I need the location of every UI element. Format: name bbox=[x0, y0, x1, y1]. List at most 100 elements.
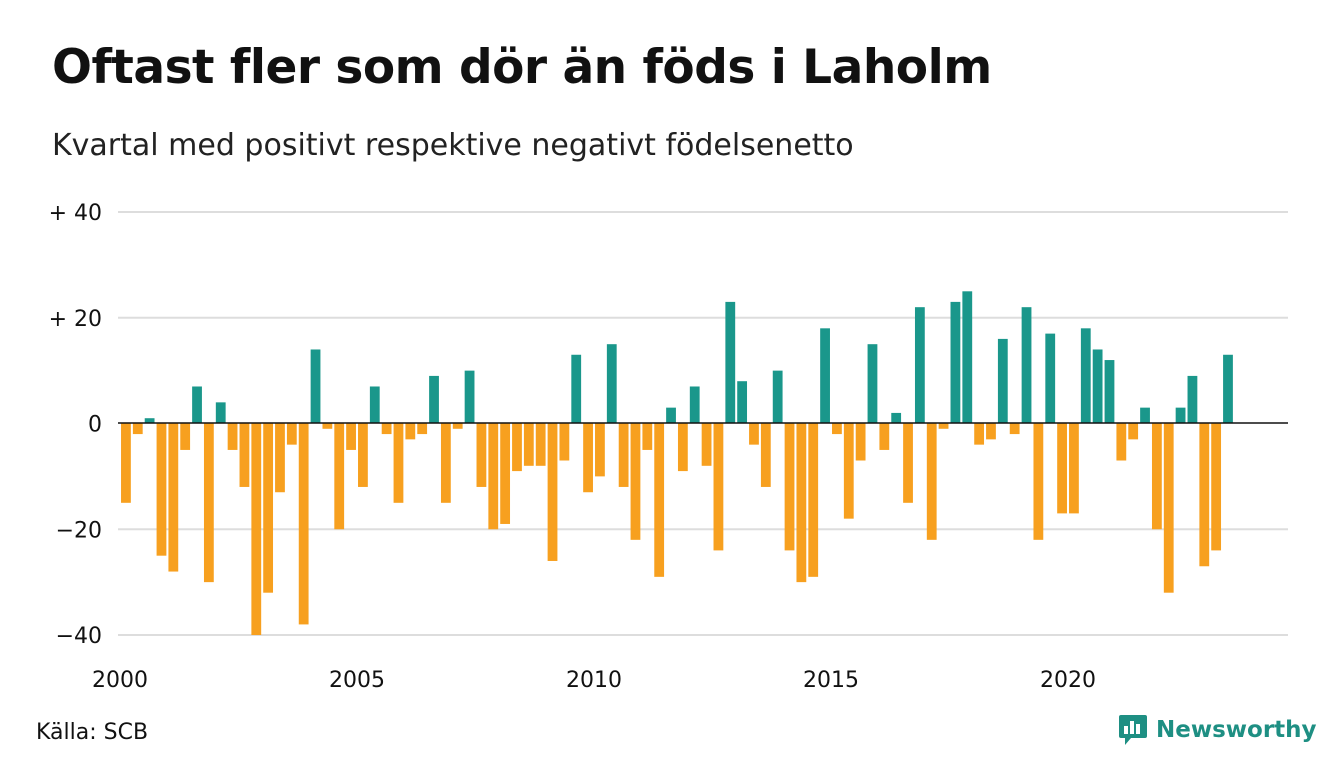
bar bbox=[926, 423, 937, 540]
bar bbox=[867, 344, 878, 423]
bar bbox=[369, 386, 380, 423]
bar bbox=[523, 423, 534, 466]
bar bbox=[677, 423, 688, 472]
bar bbox=[997, 338, 1008, 423]
bar bbox=[1140, 407, 1150, 423]
bar bbox=[547, 423, 558, 561]
bar bbox=[310, 349, 321, 423]
bar bbox=[1104, 360, 1115, 423]
x-tick-label: 2010 bbox=[566, 668, 622, 693]
bar bbox=[986, 423, 996, 440]
bar bbox=[1187, 375, 1198, 423]
bar bbox=[358, 423, 368, 487]
bar bbox=[1128, 423, 1139, 440]
bar bbox=[571, 354, 582, 423]
bar bbox=[737, 381, 748, 423]
brand-name: Newsworthy bbox=[1156, 717, 1317, 743]
bar bbox=[381, 423, 392, 435]
bar bbox=[855, 423, 866, 461]
bar bbox=[1080, 328, 1091, 423]
bar bbox=[535, 423, 546, 466]
bar bbox=[1092, 349, 1103, 423]
bar bbox=[452, 423, 463, 429]
bar bbox=[286, 423, 297, 445]
bar bbox=[772, 370, 783, 424]
bar bbox=[1009, 423, 1020, 435]
bar bbox=[914, 307, 925, 423]
bar bbox=[144, 418, 155, 423]
bar bbox=[1021, 307, 1032, 423]
bar bbox=[843, 423, 854, 519]
bar bbox=[500, 423, 511, 524]
bar bbox=[1045, 333, 1056, 423]
bar bbox=[760, 423, 771, 487]
y-tick-label: −40 bbox=[56, 624, 102, 649]
bar bbox=[322, 423, 333, 429]
chart-title: Oftast fler som dör än föds i Laholm bbox=[52, 40, 992, 95]
bar bbox=[1199, 423, 1210, 567]
bar bbox=[227, 423, 238, 450]
bar bbox=[832, 423, 842, 435]
y-tick-label: −20 bbox=[56, 518, 102, 543]
bar bbox=[1033, 423, 1044, 540]
bars bbox=[121, 291, 1233, 635]
bar bbox=[879, 423, 890, 450]
bar bbox=[476, 423, 487, 487]
bar bbox=[346, 423, 356, 450]
bar bbox=[725, 301, 736, 423]
bar bbox=[938, 423, 949, 429]
x-tick-label: 2020 bbox=[1040, 668, 1096, 693]
bar bbox=[440, 423, 451, 503]
bar bbox=[820, 328, 830, 423]
bar bbox=[251, 423, 262, 635]
y-tick-label: + 40 bbox=[49, 201, 102, 226]
bar bbox=[606, 344, 617, 423]
bar bbox=[689, 386, 700, 423]
gridlines bbox=[118, 211, 1288, 636]
bar bbox=[239, 423, 250, 487]
bar bbox=[192, 386, 202, 423]
bar bbox=[215, 402, 226, 423]
bar bbox=[1069, 423, 1079, 514]
bar bbox=[298, 423, 309, 625]
bar bbox=[132, 423, 143, 435]
bar bbox=[156, 423, 167, 556]
bar bbox=[263, 423, 274, 593]
bar bbox=[618, 423, 629, 487]
bar bbox=[962, 291, 973, 423]
y-tick-label: 0 bbox=[88, 413, 102, 438]
bar bbox=[713, 423, 724, 551]
newsworthy-logo: Newsworthy bbox=[1118, 714, 1317, 746]
x-tick-label: 2015 bbox=[803, 668, 859, 693]
x-tick-label: 2000 bbox=[92, 668, 148, 693]
bar bbox=[512, 423, 522, 472]
newsworthy-icon bbox=[1119, 715, 1147, 745]
bar bbox=[891, 412, 902, 423]
bar bbox=[642, 423, 653, 450]
x-tick-labels: 2000 2005 2010 2015 2020 bbox=[92, 668, 1096, 693]
bar bbox=[796, 423, 807, 583]
bar bbox=[429, 375, 439, 423]
bar bbox=[393, 423, 404, 503]
bar bbox=[654, 423, 665, 577]
bar bbox=[1163, 423, 1174, 593]
bar bbox=[630, 423, 641, 540]
bar bbox=[974, 423, 985, 445]
bar bbox=[275, 423, 285, 493]
bar bbox=[1151, 423, 1162, 530]
bar bbox=[417, 423, 428, 435]
chart-subtitle: Kvartal med positivt respektive negativt… bbox=[52, 128, 854, 163]
bar bbox=[808, 423, 819, 577]
bar bbox=[1057, 423, 1067, 514]
bar bbox=[595, 423, 605, 477]
bar bbox=[701, 423, 712, 466]
bar bbox=[1116, 423, 1127, 461]
bar bbox=[1211, 423, 1222, 551]
y-tick-label: + 20 bbox=[49, 307, 102, 332]
bar bbox=[180, 423, 191, 450]
bar bbox=[334, 423, 345, 530]
x-tick-label: 2005 bbox=[329, 668, 385, 693]
source-note: Källa: SCB bbox=[36, 720, 149, 745]
bar bbox=[903, 423, 913, 503]
